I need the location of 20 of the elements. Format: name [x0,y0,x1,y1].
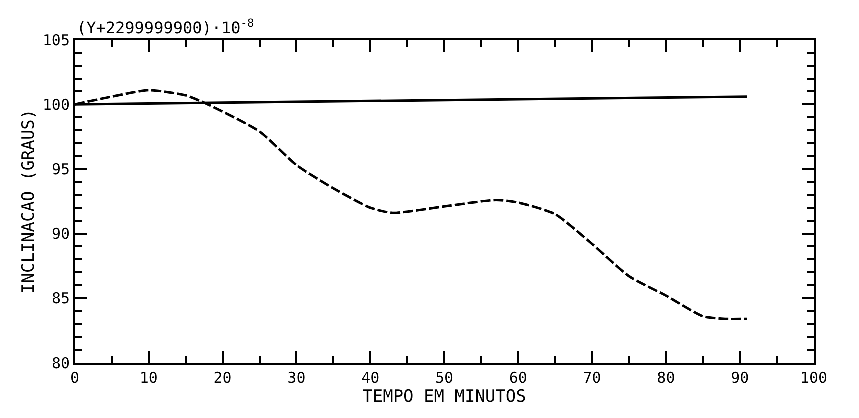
x-tick-label: 50 [435,369,454,387]
y-tick-label: 100 [42,96,70,114]
y-tick-label: 90 [52,225,70,244]
y-axis-title: INCLINACAO (GRAUS) [18,109,39,294]
x-tick-label: 70 [583,369,602,387]
x-tick-label: 30 [288,369,306,387]
x-tick-label: 20 [214,369,232,387]
x-tick-label: 60 [509,369,528,387]
x-tick-label: 80 [657,369,676,387]
y-tick-label: 95 [52,160,70,178]
y-tick-label: 80 [52,354,70,372]
x-tick-label: 0 [70,369,80,387]
x-tick-label: 90 [731,369,750,387]
x-tick-label: 40 [362,369,380,387]
y-tick-label: 85 [52,290,70,308]
y-tick-label: 105 [42,31,70,50]
x-tick-label: 10 [140,369,158,387]
x-axis-title: TEMPO EM MINUTOS [362,387,526,407]
x-tick-label: 100 [800,369,828,387]
text: (Y+2299999900)·10$^{-8}$ [77,17,254,38]
